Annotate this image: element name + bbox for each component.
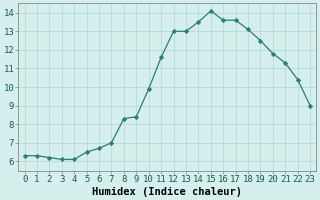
X-axis label: Humidex (Indice chaleur): Humidex (Indice chaleur) <box>92 186 242 197</box>
